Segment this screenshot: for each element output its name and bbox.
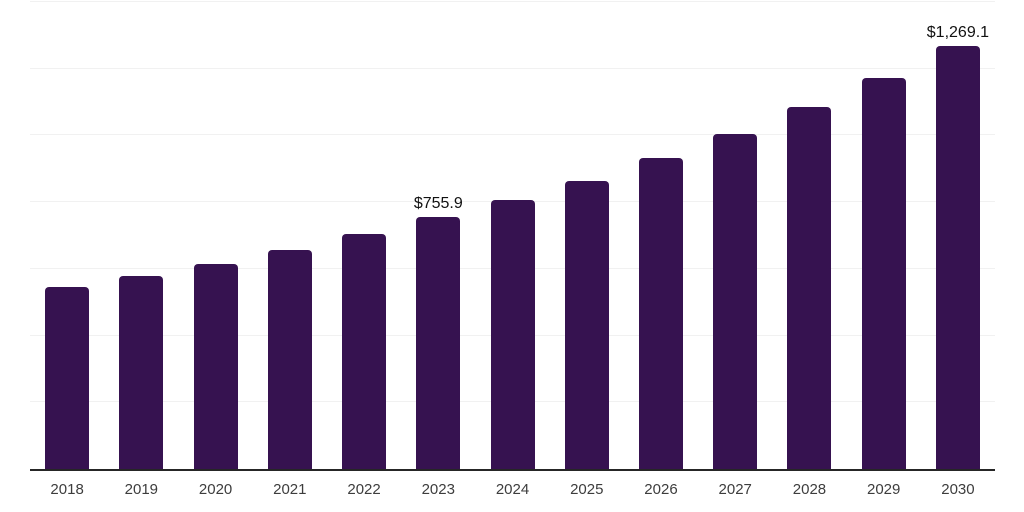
x-tick-2026: 2026 [644, 481, 678, 498]
x-tick-2027: 2027 [718, 481, 752, 498]
x-tick-2022: 2022 [347, 481, 381, 498]
x-tick-2030: 2030 [941, 481, 975, 498]
bar-2025 [564, 180, 609, 469]
bar-slot-2018 [30, 2, 104, 469]
x-tick-2025: 2025 [570, 481, 604, 498]
bar-2026 [638, 158, 683, 469]
bar-2028 [787, 107, 832, 469]
plot-area: $755.9 $1,269.1 [30, 1, 995, 471]
bar-2030: $1,269.1 [927, 24, 989, 469]
bar-2027 [713, 134, 758, 469]
bar-slot-2026 [624, 2, 698, 469]
x-tick-2021: 2021 [273, 481, 307, 498]
bar-slot-2030: $1,269.1 [921, 2, 995, 469]
bar-slot-2025 [550, 2, 624, 469]
data-label-2023: $755.9 [413, 194, 463, 212]
x-tick-2024: 2024 [495, 481, 530, 498]
data-label-2030: $1,269.1 [926, 23, 990, 41]
bar-slot-2020 [178, 2, 252, 469]
bar-2022 [342, 233, 387, 469]
bar-2021 [267, 249, 312, 469]
bar-slot-2021 [253, 2, 327, 469]
bar-slot-2024 [475, 2, 549, 469]
bar-slot-2027 [698, 2, 772, 469]
bar-slot-2028 [772, 2, 846, 469]
gridline-1200 [30, 67, 995, 69]
x-tick-2019: 2019 [124, 481, 159, 498]
bar-2019 [119, 276, 164, 469]
bar-2018 [45, 286, 90, 469]
x-tick-2029: 2029 [867, 481, 901, 498]
x-tick-2028: 2028 [792, 481, 827, 498]
bar-2020 [193, 263, 238, 469]
bars-container: $755.9 $1,269.1 [30, 2, 995, 469]
gridline-1000 [30, 134, 995, 136]
bar-slot-2022 [327, 2, 401, 469]
bar-2024 [490, 199, 535, 469]
x-tick-2023: 2023 [421, 481, 455, 498]
x-tick-2018: 2018 [50, 481, 84, 498]
bar-slot-2023: $755.9 [401, 2, 475, 469]
x-axis-labels: 2018 2019 2020 2021 2022 2023 2024 2025 2026 2027… [30, 481, 995, 499]
bar-slot-2029 [847, 2, 921, 469]
x-tick-2020: 2020 [198, 481, 233, 498]
bar-slot-2019 [104, 2, 178, 469]
gridline-1400 [30, 1, 995, 2]
bar-2023: $755.9 [414, 195, 463, 469]
bar-2029 [861, 78, 906, 469]
